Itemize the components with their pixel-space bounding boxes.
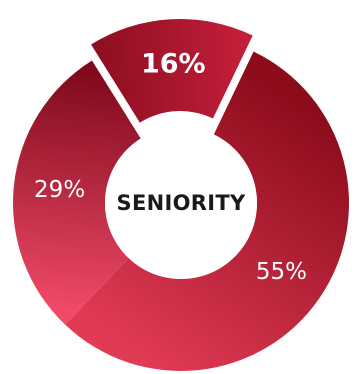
- donut-slices: [13, 19, 349, 372]
- donut-slice-16: [91, 19, 253, 123]
- donut-slice-29: [13, 60, 141, 325]
- slice-label-29: 29%: [34, 177, 85, 203]
- slice-label-55: 55%: [256, 259, 307, 285]
- donut-slice-55: [65, 51, 349, 372]
- slice-labels: 16% 55% 29%: [34, 49, 307, 285]
- slice-label-16: 16%: [141, 49, 206, 80]
- chart-title: SENIORITY: [117, 191, 246, 215]
- donut-hole: [105, 127, 257, 279]
